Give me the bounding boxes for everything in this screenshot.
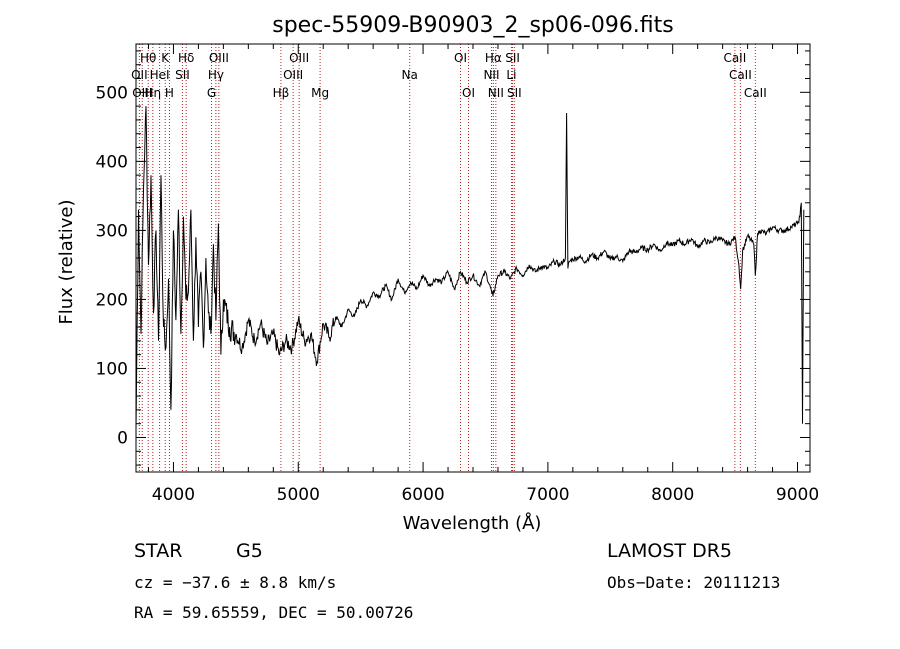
spectrum-series	[135, 106, 805, 431]
spectral-line-label: Hθ	[140, 51, 156, 65]
x-tick-label: 6000	[401, 485, 444, 505]
y-tick-label: 200	[96, 290, 128, 310]
x-tick-label: 5000	[277, 485, 320, 505]
spectral-line-label: SII	[505, 51, 520, 65]
spectral-line-label: Hη	[145, 86, 162, 100]
spectral-line-label: Hδ	[178, 51, 194, 65]
spectral-line-label: OI	[462, 86, 475, 100]
spectral-line-label: NII	[483, 68, 499, 82]
spectral-line-label: K	[161, 51, 170, 65]
spectral-line-label: Hβ	[273, 86, 290, 100]
coordinates: RA = 59.65559, DEC = 50.00726	[134, 603, 414, 622]
y-tick-label: 100	[96, 359, 128, 379]
spectral-line-label: Hα	[485, 51, 502, 65]
spectral-line-label: OIII	[132, 86, 152, 100]
spectral-line-label: Hγ	[208, 68, 224, 82]
spectral-line-label: OII	[131, 68, 148, 82]
y-tick-label: 0	[117, 428, 128, 448]
spectral-line-label: Na	[402, 68, 418, 82]
plot-frame	[135, 43, 811, 473]
y-tick-label: 400	[96, 152, 128, 172]
survey-name: LAMOST DR5	[607, 540, 732, 562]
x-tick-label: 8000	[651, 485, 694, 505]
x-tick-label: 4000	[152, 485, 195, 505]
spectral-line-markers	[138, 44, 756, 472]
spectrum-line	[135, 106, 805, 431]
y-axis-label: Flux (relative)	[56, 199, 77, 324]
x-tick-label: 9000	[776, 485, 819, 505]
spectral-line-label: NII	[488, 86, 504, 100]
object-subclass: G5	[236, 540, 263, 562]
spectral-line-label: CaII	[723, 51, 746, 65]
x-tick-label: 7000	[526, 485, 569, 505]
spectral-line-label: G	[207, 86, 216, 100]
spectral-line-label: OIII	[289, 51, 309, 65]
chart-title: spec-55909-B90903_2_sp06-096.fits	[272, 13, 674, 38]
spectral-line-label: Li	[506, 68, 516, 82]
spectral-line-label: HeI	[150, 68, 170, 82]
y-tick-label: 500	[96, 83, 128, 103]
spectral-line-label: OIII	[283, 68, 303, 82]
spectral-line-label: OI	[454, 51, 467, 65]
redshift-velocity: cz = −37.6 ± 8.8 km/s	[134, 573, 337, 592]
x-axis-label: Wavelength (Å)	[403, 512, 542, 534]
plot-axes: 4000 5000 6000 7000 8000 9000 0 100 200 300 400 500	[96, 43, 819, 505]
spectral-line-label: SII	[507, 86, 522, 100]
spectral-line-label: CaII	[744, 86, 767, 100]
spectral-line-label: OIII	[209, 51, 229, 65]
spectral-line-label: H	[165, 86, 174, 100]
y-tick-label: 300	[96, 221, 128, 241]
observation-date: Obs−Date: 20111213	[607, 573, 781, 592]
spectral-line-label: Mg	[311, 86, 329, 100]
spectral-line-label: CaII	[729, 68, 752, 82]
spectral-line-label: SII	[175, 68, 190, 82]
object-class: STAR	[134, 540, 183, 562]
